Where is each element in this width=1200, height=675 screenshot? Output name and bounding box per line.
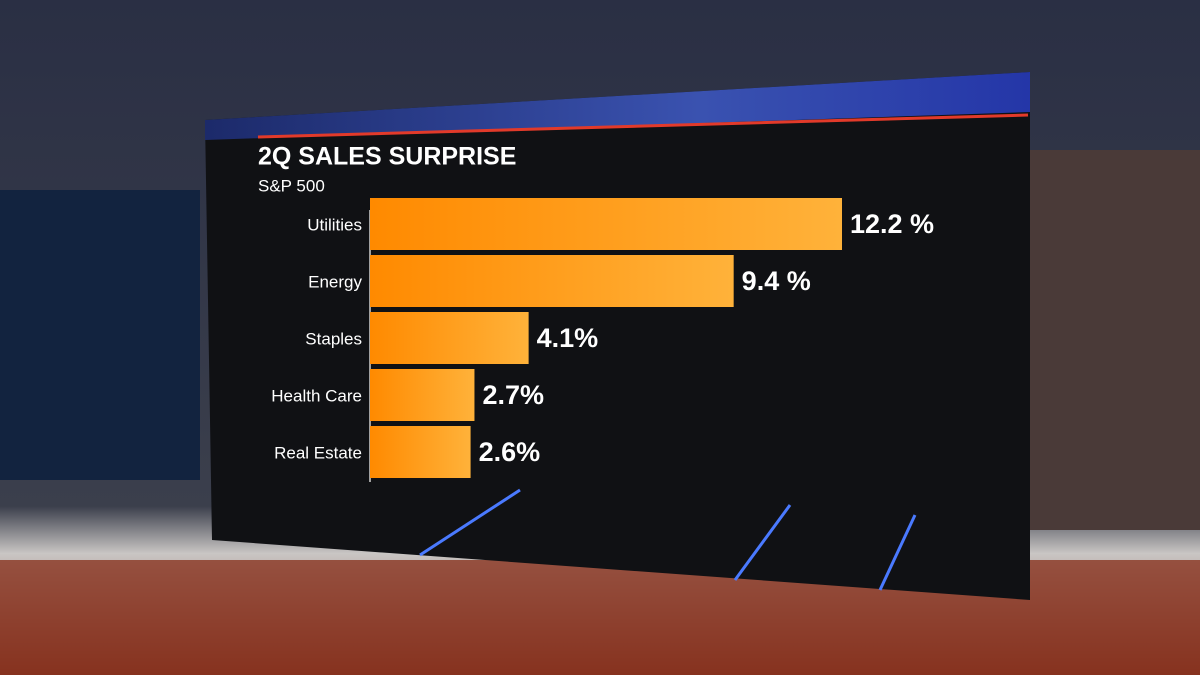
accent-line [257,113,1029,139]
value-label: 2.7% [482,380,544,410]
chart-subtitle: S&P 500 [258,176,325,195]
value-label: 2.6% [479,437,541,467]
side-screen-right [1030,150,1200,530]
category-label: Energy [308,272,362,291]
bar [370,369,475,421]
bar [370,198,842,250]
category-label: Staples [305,329,362,348]
bar [370,312,529,364]
side-screen-left [0,190,200,480]
category-label: Utilities [307,215,362,234]
decor-streak [878,514,917,591]
bar [370,426,471,478]
category-label: Health Care [271,386,362,405]
decor-streak [419,488,521,557]
decor-streak [733,504,792,581]
value-label: 12.2 % [850,209,934,239]
value-label: 9.4 % [742,266,811,296]
chart-title: 2Q SALES SURPRISE [258,143,516,171]
bar [370,255,734,307]
screen-header-band [205,72,1030,140]
value-label: 4.1% [537,323,599,353]
category-label: Real Estate [274,443,362,462]
